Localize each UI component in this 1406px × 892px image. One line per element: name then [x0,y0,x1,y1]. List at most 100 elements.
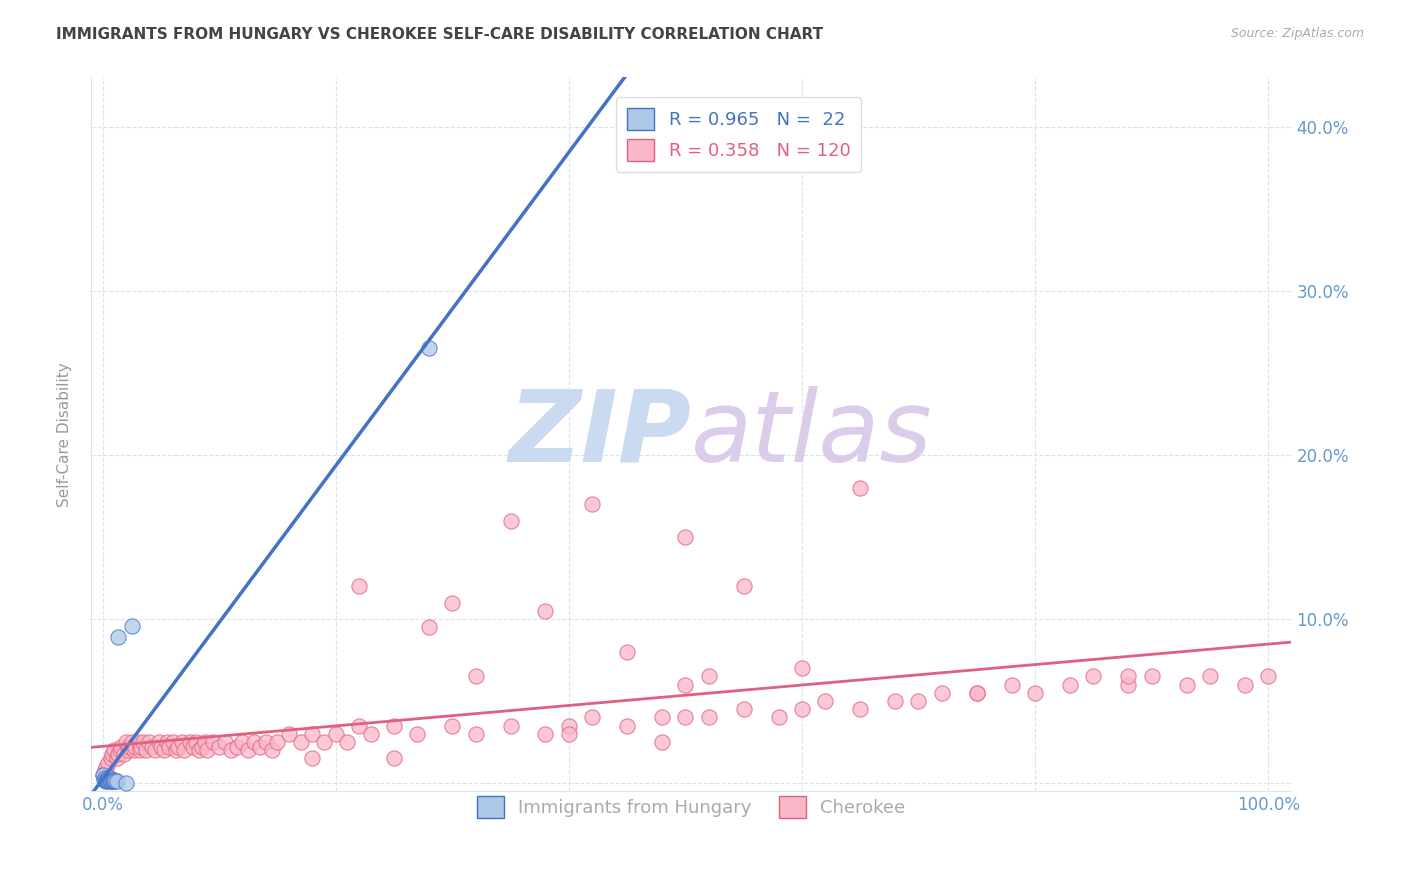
Point [100,772,122,787]
Point [117,743,139,757]
Point [101,774,124,789]
Point [107,630,129,644]
Point [107,747,129,761]
Point [121,618,143,632]
Point [499,719,522,733]
Point [184,735,207,749]
Point [179,735,201,749]
Point [101,747,124,761]
Point [931,686,953,700]
Point [382,719,405,733]
Point [558,727,581,741]
Point [581,497,603,511]
Point [202,735,225,749]
Point [100,751,122,765]
Point [1257,669,1279,683]
Point [94,760,117,774]
Point [173,743,195,757]
Point [418,620,440,634]
Point [1140,669,1163,683]
Point [128,743,150,757]
Point [93,772,115,787]
Point [301,727,323,741]
Point [97,772,120,787]
Point [94,772,117,787]
Point [673,530,696,544]
Point [266,735,288,749]
Point [214,735,236,749]
Point [219,743,242,757]
Legend: Immigrants from Hungary, Cherokee: Immigrants from Hungary, Cherokee [470,789,912,825]
Text: Source: ZipAtlas.com: Source: ZipAtlas.com [1230,27,1364,40]
Point [301,751,323,765]
Point [231,735,253,749]
Point [651,710,673,724]
Point [194,735,217,749]
Point [673,710,696,724]
Point [167,739,190,754]
Point [441,596,464,610]
Point [790,661,813,675]
Y-axis label: Self-Care Disability: Self-Care Disability [58,362,72,507]
Point [673,678,696,692]
Point [110,739,132,754]
Point [156,735,179,749]
Point [534,604,557,618]
Point [360,727,382,741]
Point [112,747,135,761]
Point [91,768,114,782]
Point [98,774,121,789]
Point [118,739,141,754]
Point [1116,669,1139,683]
Point [278,727,301,741]
Point [94,771,117,785]
Point [790,702,813,716]
Point [325,727,347,741]
Point [347,719,370,733]
Point [170,735,193,749]
Point [1001,678,1024,692]
Point [347,579,370,593]
Point [290,735,312,749]
Point [141,739,163,754]
Point [122,743,145,757]
Point [138,735,160,749]
Point [197,743,219,757]
Point [149,739,172,754]
Point [225,739,247,754]
Point [616,719,638,733]
Point [1116,678,1139,692]
Point [243,735,266,749]
Point [94,774,117,789]
Point [849,702,872,716]
Point [907,694,929,708]
Point [105,751,128,765]
Point [97,756,120,771]
Point [115,776,138,790]
Point [96,772,118,787]
Text: ZIP: ZIP [508,386,692,483]
Point [162,735,184,749]
Point [121,735,143,749]
Point [733,702,755,716]
Point [135,743,157,757]
Point [697,710,720,724]
Point [97,771,120,785]
Text: IMMIGRANTS FROM HUNGARY VS CHEROKEE SELF-CARE DISABILITY CORRELATION CHART: IMMIGRANTS FROM HUNGARY VS CHEROKEE SELF… [56,27,824,42]
Point [1083,669,1105,683]
Point [103,774,125,789]
Point [249,739,271,754]
Point [406,727,429,741]
Point [312,735,335,749]
Point [464,727,486,741]
Point [966,686,988,700]
Point [1175,678,1198,692]
Point [101,774,124,789]
Point [616,645,638,659]
Point [418,341,440,355]
Point [103,772,125,787]
Point [1059,678,1081,692]
Point [260,743,283,757]
Point [238,743,260,757]
Point [733,579,755,593]
